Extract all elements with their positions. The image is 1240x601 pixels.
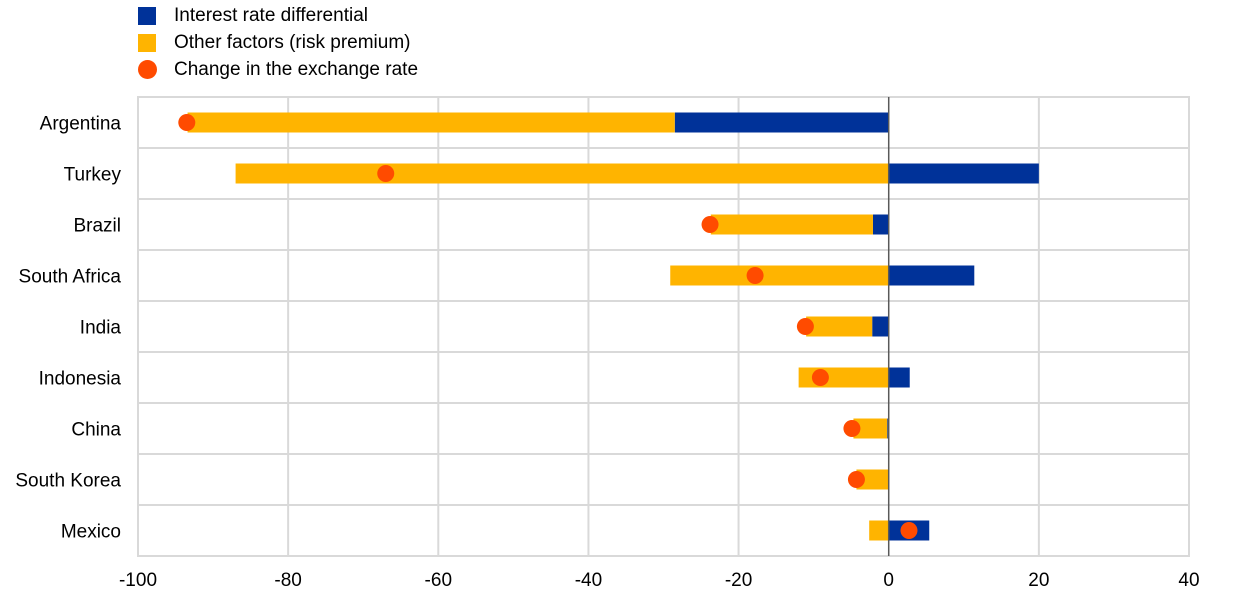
legend-swatch-interest-rate (138, 6, 156, 25)
bar-other-factors-risk-premium-india (806, 316, 873, 337)
x-tick-label: -80 (274, 570, 301, 591)
x-axis-labels: -100 -80 -60 -40 -20 0 20 40 (119, 570, 1200, 591)
y-tick-label: India (80, 318, 122, 339)
y-tick-label: South Africa (19, 267, 122, 288)
bar-other-factors-risk-premium-turkey (235, 163, 889, 184)
legend-label-interest-rate: Interest rate differential (174, 4, 368, 26)
x-tick-label: -60 (425, 570, 452, 591)
dot-exchange-rate-india (796, 318, 814, 335)
x-tick-label: -100 (119, 570, 157, 591)
dot-exchange-rate-mexico (900, 522, 918, 539)
y-tick-label: China (71, 420, 121, 441)
chart-legend: Interest rate differential Other factors… (138, 2, 418, 83)
y-tick-label: Brazil (73, 216, 121, 237)
dot-exchange-rate-turkey (377, 165, 395, 182)
bar-interest-rate-differential-argentina (674, 112, 889, 133)
bar-interest-rate-differential-brazil (872, 214, 889, 235)
x-tick-label: -20 (725, 570, 752, 591)
x-tick-label: 20 (1028, 570, 1049, 591)
y-tick-label: Indonesia (39, 369, 122, 390)
dot-exchange-rate-china (843, 420, 861, 437)
dot-exchange-rate-argentina (178, 114, 196, 131)
legend-swatch-other-factors (138, 33, 156, 52)
bar-other-factors-risk-premium-brazil (710, 214, 873, 235)
bar-interest-rate-differential-south-africa (888, 265, 975, 286)
legend-item-exchange-rate: Change in the exchange rate (138, 56, 418, 83)
bar-other-factors-risk-premium-south-africa (670, 265, 889, 286)
dots (178, 114, 918, 539)
legend-label-other-factors: Other factors (risk premium) (174, 31, 411, 53)
legend-item-interest-rate: Interest rate differential (138, 2, 418, 29)
bar-other-factors-risk-premium-south-korea (856, 469, 889, 490)
dot-exchange-rate-south-korea (847, 471, 865, 488)
bar-interest-rate-differential-indonesia (888, 367, 910, 388)
dot-exchange-rate-indonesia (811, 369, 829, 386)
y-tick-label: South Korea (15, 471, 121, 492)
x-tick-label: 40 (1178, 570, 1199, 591)
bar-interest-rate-differential-india (872, 316, 889, 337)
y-axis-labels: Argentina Turkey Brazil South Africa India In… (15, 114, 121, 543)
bar-interest-rate-differential-china (887, 418, 889, 439)
bar-interest-rate-differential-turkey (888, 163, 1039, 184)
legend-label-exchange-rate: Change in the exchange rate (174, 58, 419, 80)
x-tick-label: 0 (883, 570, 894, 591)
y-tick-label: Mexico (61, 522, 121, 543)
bar-other-factors-risk-premium-mexico (869, 520, 889, 541)
y-tick-label: Turkey (64, 165, 122, 186)
dot-exchange-rate-south-africa (746, 267, 764, 284)
x-tick-label: -40 (575, 570, 602, 591)
bar-other-factors-risk-premium-argentina (187, 112, 675, 133)
y-tick-label: Argentina (40, 114, 122, 135)
bars (187, 112, 1039, 541)
bar-other-factors-risk-premium-china (853, 418, 888, 439)
legend-item-other-factors: Other factors (risk premium) (138, 29, 418, 56)
legend-marker-exchange-rate (138, 60, 157, 79)
dot-exchange-rate-brazil (701, 216, 719, 233)
